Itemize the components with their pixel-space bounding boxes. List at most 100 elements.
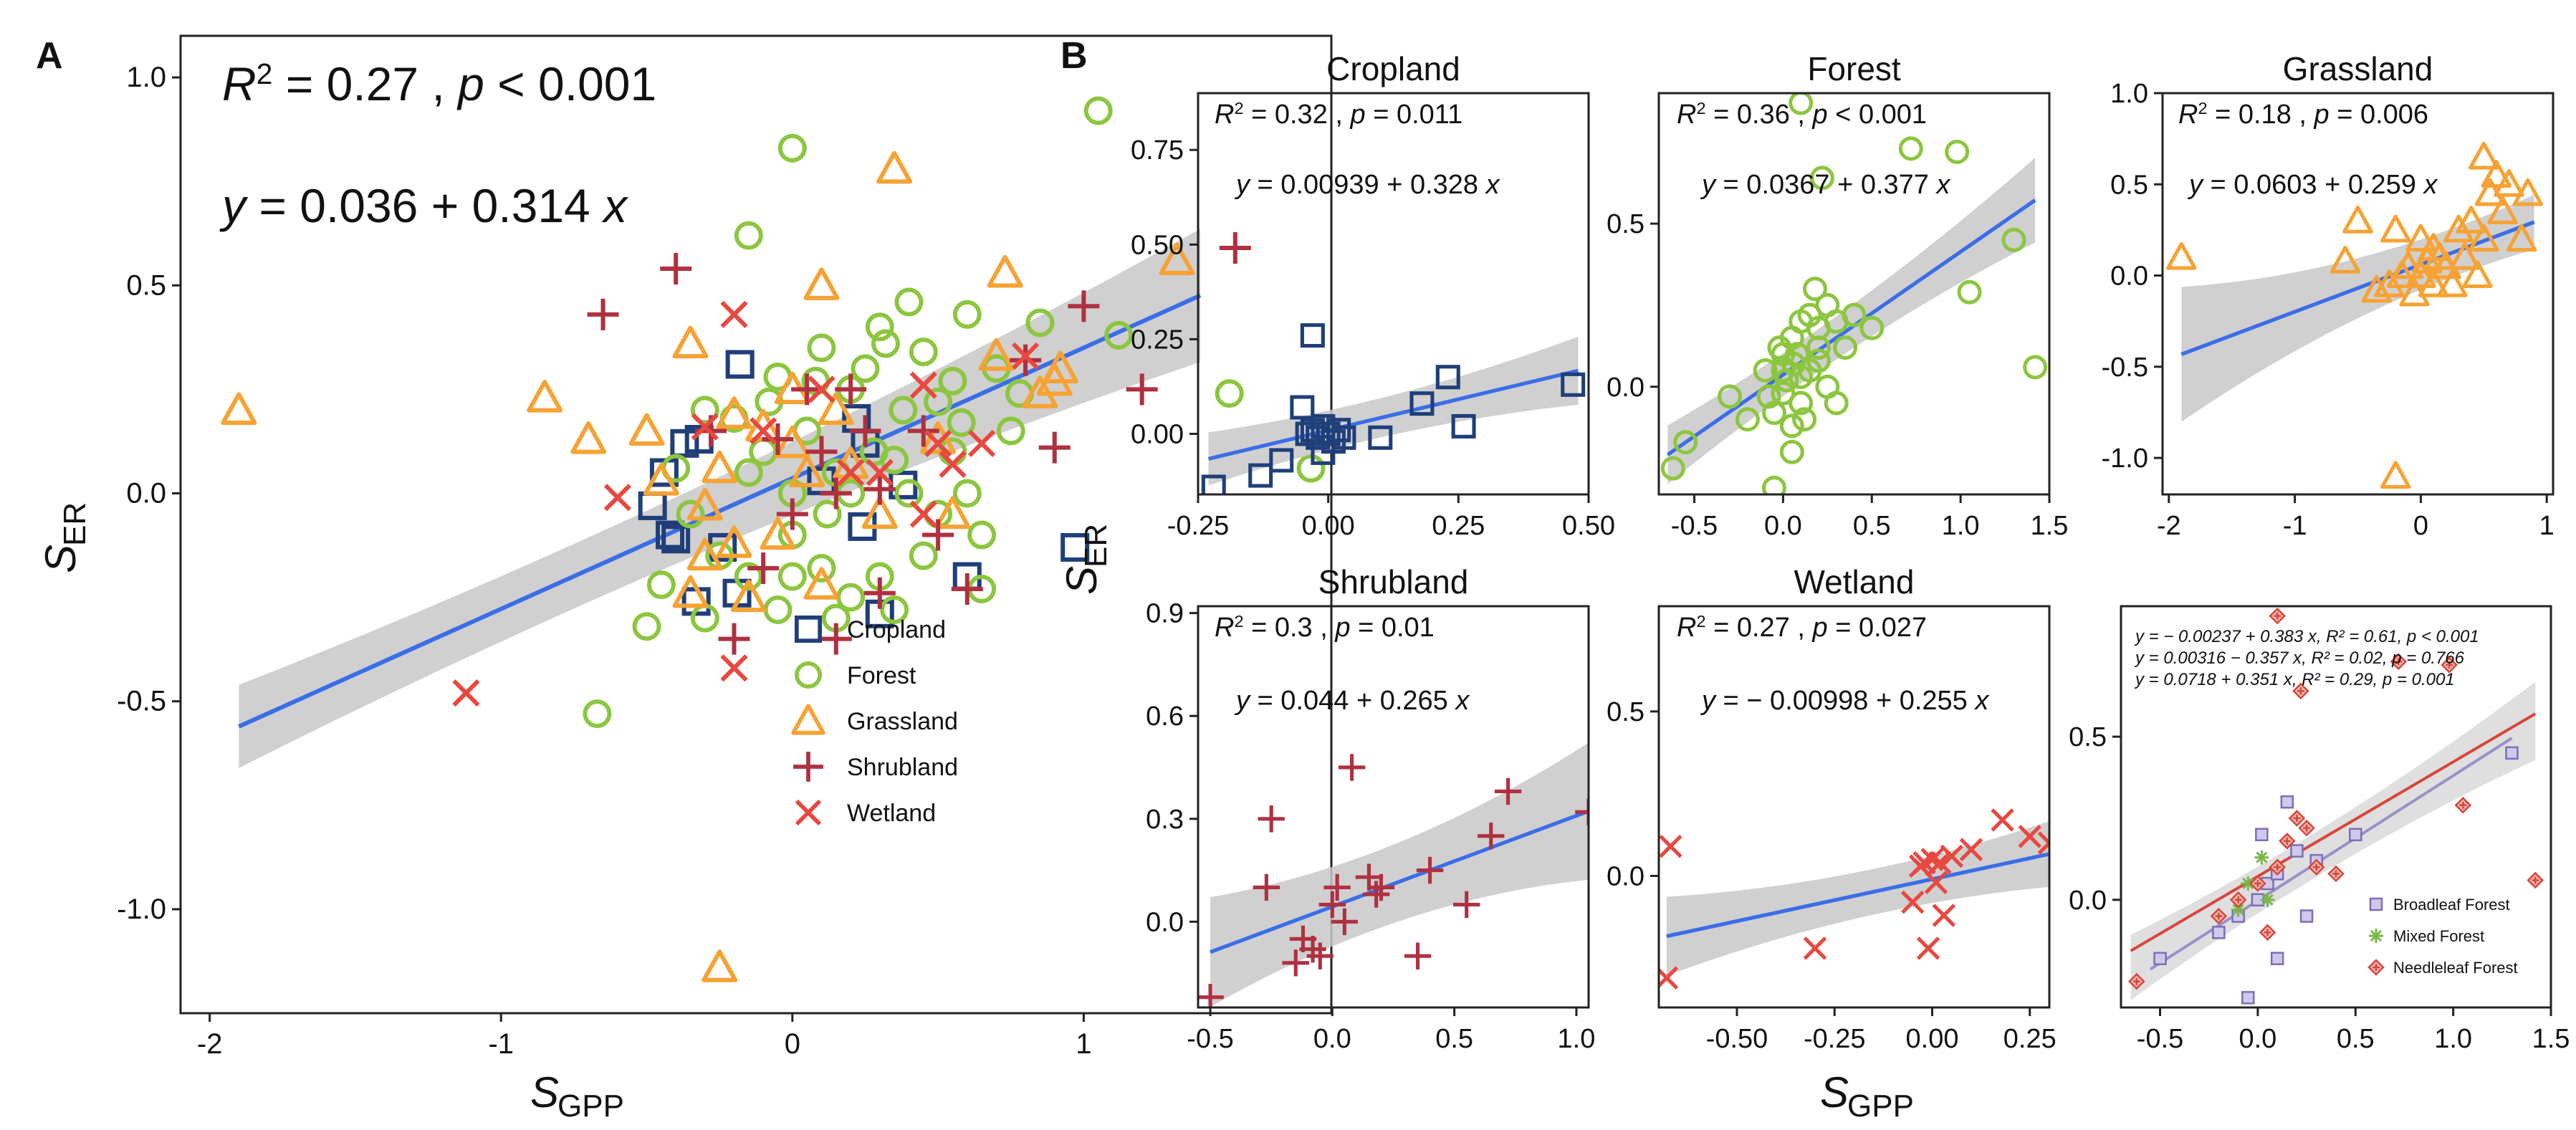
point-shrubland: [1338, 754, 1366, 781]
point-forest: [1781, 351, 1806, 376]
confidence-band: [1667, 158, 2036, 484]
point-needleleaf-forest: [2390, 653, 2408, 671]
point-wetland: [1900, 890, 1925, 914]
point-forest: [947, 408, 976, 437]
point-forest: [889, 396, 918, 425]
legend-marker-grassland: [791, 704, 825, 735]
point-wetland: [1659, 834, 1682, 858]
confidence-band: [1666, 820, 2049, 976]
point-cropland: [1269, 448, 1294, 473]
point-forest: [676, 499, 705, 529]
regression-line-broadleaf-forest: [2149, 737, 2513, 971]
point-cropland: [1295, 421, 1320, 446]
x-tick-label: 1: [2539, 511, 2555, 541]
point-grassland: [2462, 260, 2493, 289]
point-grassland: [2469, 224, 2499, 252]
point-wetland: [1011, 342, 1040, 370]
point-shrubland: [1038, 431, 1071, 464]
equation-annotation: y = − 0.00237 + 0.383 x, R² = 0.61, p < …: [2134, 627, 2479, 646]
point-wetland: [939, 450, 967, 478]
chart-title: Grassland: [2283, 50, 2433, 87]
point-forest: [646, 570, 676, 600]
x-tick-label: 0.5: [1853, 511, 1891, 541]
r2-annotation: R2 = 0.27 , p = 0.027: [1677, 612, 1927, 643]
point-shrubland: [587, 298, 619, 330]
point-shrubland: [1367, 873, 1395, 901]
point-forest: [1025, 308, 1055, 337]
r2-annotation: R2 = 0.3 , p = 0.01: [1215, 612, 1435, 643]
point-wetland: [1920, 848, 1944, 871]
point-grassland: [2405, 260, 2436, 289]
y-tick-label: -0.5: [117, 686, 166, 717]
legend-label-wetland: Wetland: [847, 800, 936, 827]
point-grassland: [2456, 205, 2486, 234]
x-tick-label: 0.25: [2003, 1024, 2057, 1054]
equation-annotation: y = 0.036 + 0.314 x: [219, 179, 628, 232]
point-needleleaf-forest: [2292, 682, 2309, 700]
point-forest: [1806, 335, 1831, 360]
point-grassland: [570, 421, 607, 454]
x-tick-label: 0.50: [1562, 511, 1615, 541]
equation-annotation: y = 0.00316 − 0.357 x, R² = 0.02, p = 0.…: [2134, 648, 2465, 668]
point-grassland: [686, 487, 723, 521]
x-tick-label: -0.25: [1804, 1024, 1866, 1054]
point-grassland: [2330, 245, 2361, 274]
point-mixed-forest: [2260, 892, 2275, 907]
chart-foresttypes: -0.5 0.0 0.5 1.0 1.5 0.0 0.5 y = − 0.00237 + 0.…: [2069, 605, 2570, 1054]
plot-area-grassland: [2166, 141, 2544, 489]
x-tick-label: 0.25: [1432, 511, 1485, 541]
point-shrubland: [1253, 873, 1280, 901]
legend-marker-broadleaf-forest: [2369, 897, 2383, 911]
point-broadleaf-forest: [2270, 952, 2284, 965]
r2-annotation: R2 = 0.18 , p = 0.006: [2178, 99, 2428, 130]
panel-a-xlabel: S GPP: [530, 1068, 624, 1124]
point-forest: [807, 333, 836, 363]
point-cropland: [670, 428, 699, 458]
point-shrubland: [1282, 949, 1309, 977]
point-shrubland: [762, 423, 794, 456]
point-forest: [880, 595, 909, 624]
x-axis-sublabel-a: GPP: [557, 1088, 624, 1124]
point-forest: [1945, 139, 1970, 164]
point-forest: [952, 300, 982, 329]
point-forest: [734, 562, 763, 591]
point-forest: [871, 329, 900, 358]
point-grassland: [221, 392, 257, 425]
point-shrubland: [863, 473, 896, 505]
point-cropland: [1409, 391, 1435, 416]
y-tick-label: 0.5: [2110, 170, 2148, 200]
point-wetland: [808, 375, 835, 403]
point-forest: [690, 396, 719, 425]
point-forest: [734, 221, 763, 250]
panel-b-xlabel: S GPP: [1820, 1068, 1914, 1124]
point-needleleaf-forest: [2288, 810, 2306, 827]
equation-annotation: y = 0.00939 + 0.328 x: [1234, 170, 1501, 200]
plot-area-forest: [1660, 93, 2048, 494]
y-tick-label: -1.0: [117, 894, 166, 925]
point-forest: [1792, 407, 1817, 432]
chart-title: Cropland: [1326, 50, 1460, 87]
point-cropland: [1248, 463, 1273, 488]
chart-a: -2 -1 0 1 -1.0 -0.5 0.0 0.5 1.0 R2 = 0.27 , p < 0…: [117, 34, 1333, 1060]
point-forest: [690, 603, 719, 633]
legend-label-forest: Forest: [847, 662, 916, 689]
point-forest: [1898, 136, 1923, 161]
y-tick-label: 0.5: [126, 269, 166, 301]
point-forest: [1859, 315, 1885, 340]
point-grassland: [818, 392, 854, 425]
point-needleleaf-forest: [2210, 907, 2228, 925]
plot-area-a: [221, 96, 1326, 982]
point-wetland: [1928, 851, 1952, 875]
point-grassland: [2506, 224, 2537, 252]
point-forest: [583, 699, 612, 729]
point-shrubland: [1362, 881, 1390, 908]
point-mixed-forest: [2231, 902, 2246, 917]
legend-marker-mixed-forest: [2369, 929, 2383, 943]
point-forest: [938, 366, 967, 396]
y-tick-label: 0.5: [2069, 722, 2107, 752]
point-grassland: [716, 396, 752, 429]
point-grassland: [2405, 224, 2436, 252]
x-tick-label: 1.0: [1558, 1024, 1596, 1054]
y-tick-label: 0.0: [126, 477, 166, 509]
x-tick-label: 0.00: [1906, 1024, 1959, 1054]
